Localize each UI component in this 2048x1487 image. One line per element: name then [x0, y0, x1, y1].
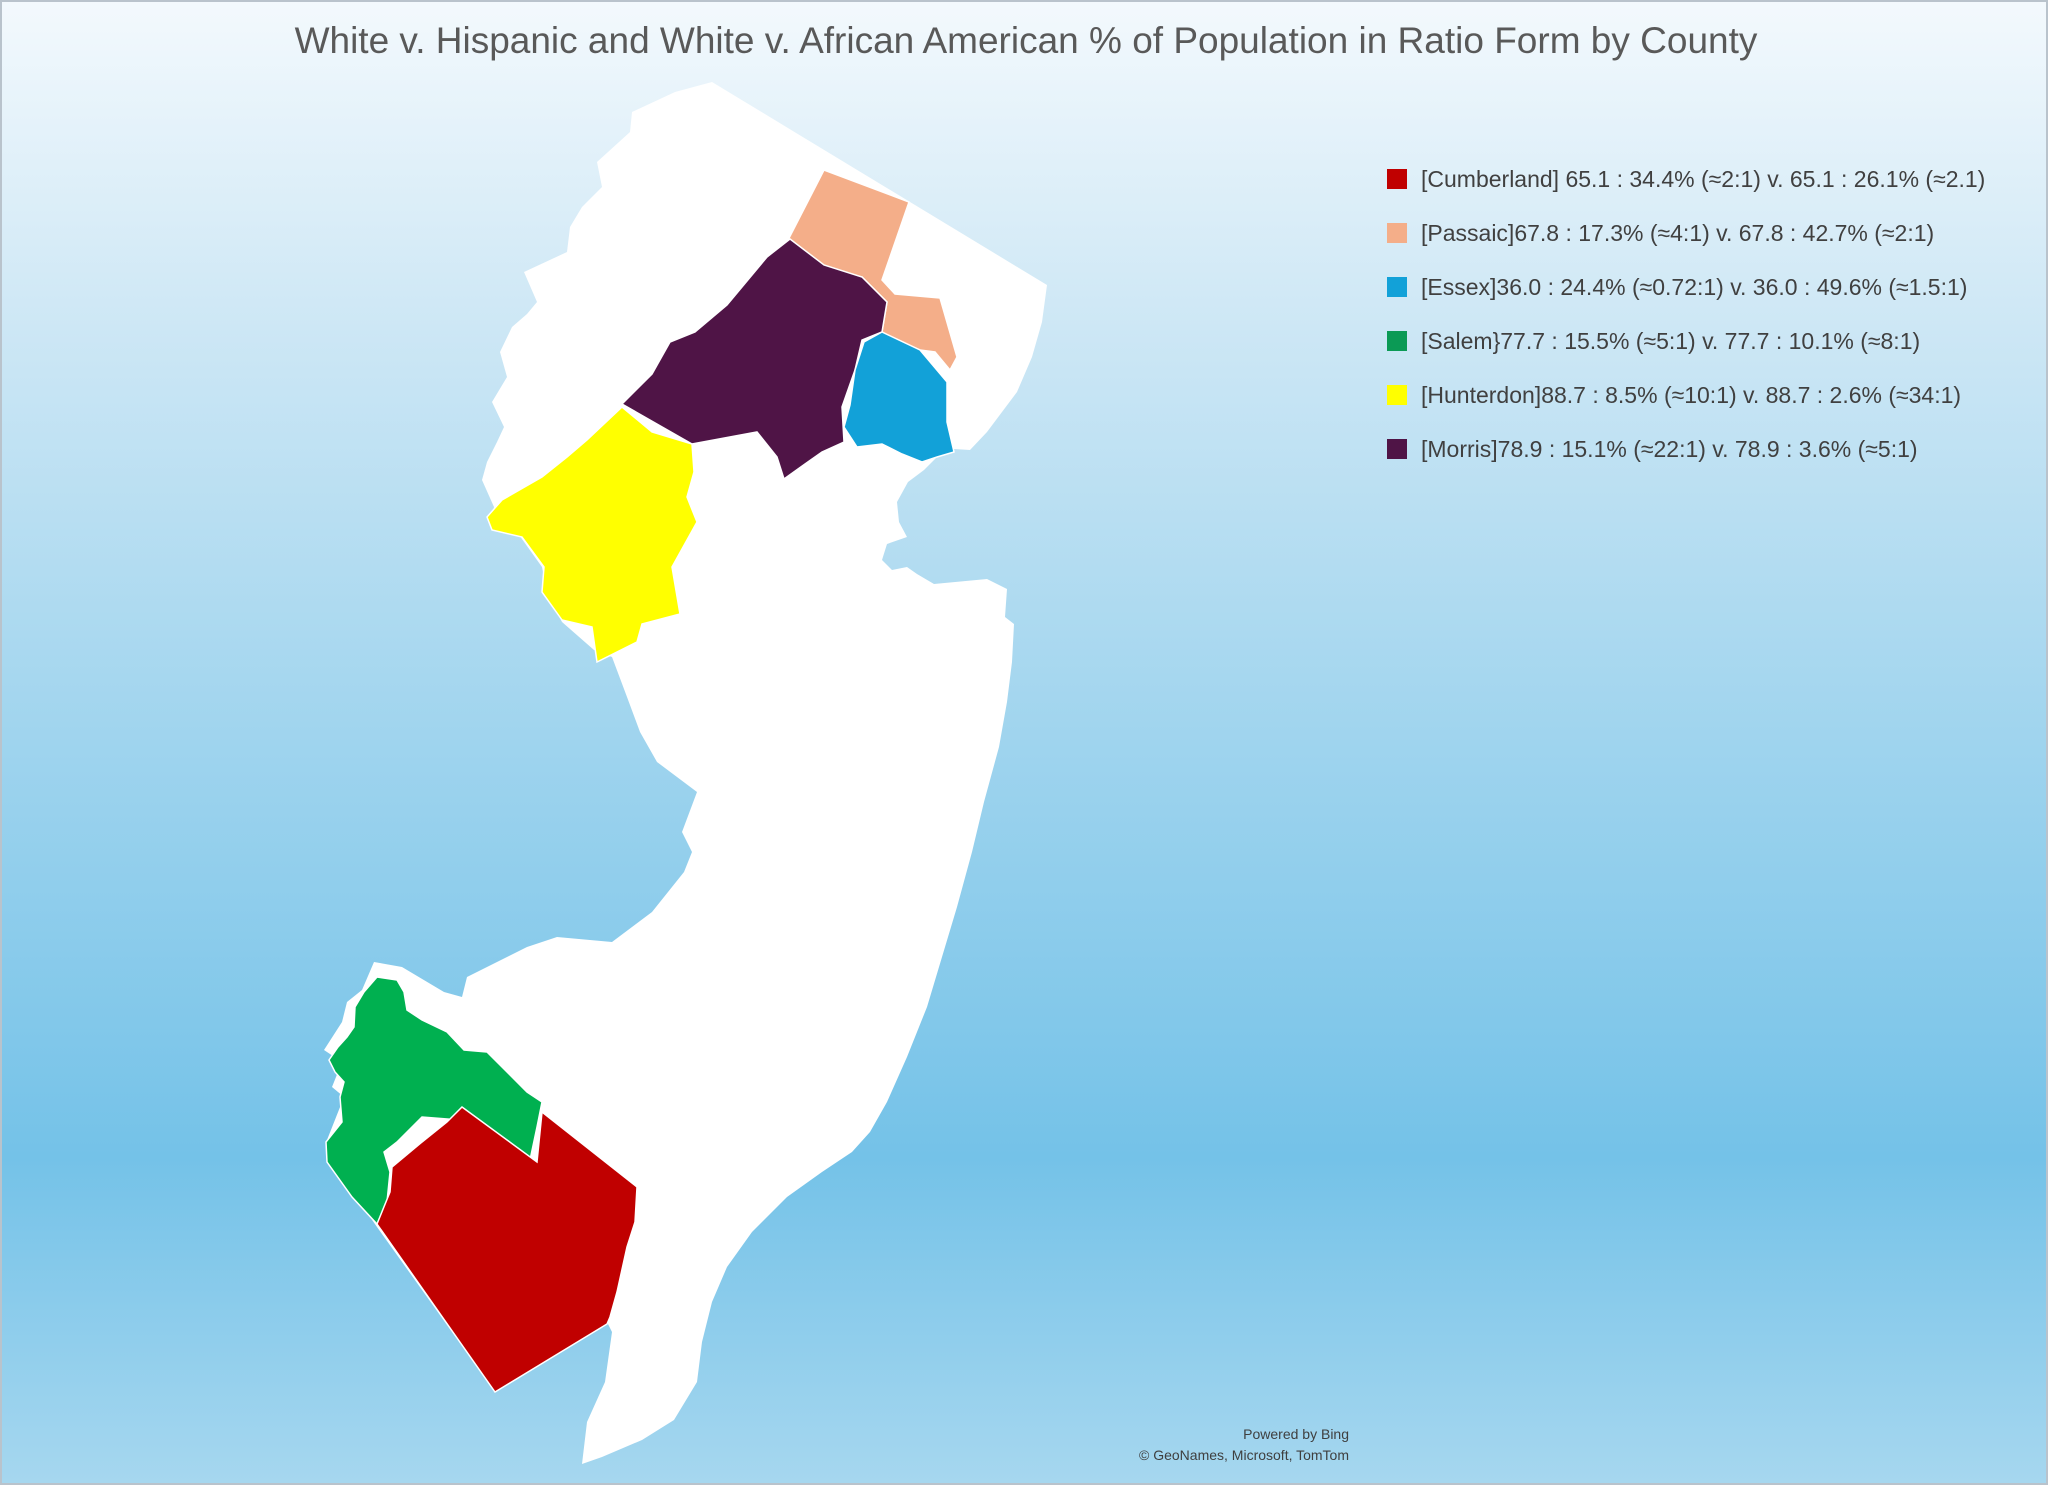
map-attribution: Powered by Bing © GeoNames, Microsoft, T… — [1002, 1424, 1349, 1466]
legend-swatch — [1387, 385, 1407, 405]
legend-item: [Cumberland] 65.1 : 34.4% (≈2:1) v. 65.1… — [1387, 152, 1985, 206]
legend-item: [Passaic]67.8 : 17.3% (≈4:1) v. 67.8 : 4… — [1387, 206, 1985, 260]
legend-label: [Salem}77.7 : 15.5% (≈5:1) v. 77.7 : 10.… — [1421, 327, 1921, 354]
legend-item: [Morris]78.9 : 15.1% (≈22:1) v. 78.9 : 3… — [1387, 422, 1985, 476]
legend-label: [Essex]36.0 : 24.4% (≈0.72:1) v. 36.0 : … — [1421, 273, 1968, 300]
chart-title: White v. Hispanic and White v. African A… — [294, 20, 1758, 61]
legend-swatch — [1387, 169, 1407, 189]
county-morris[interactable] — [620, 238, 888, 481]
legend-swatch — [1387, 277, 1407, 297]
legend-label: [Hunterdon]88.7 : 8.5% (≈10:1) v. 88.7 :… — [1421, 381, 1962, 408]
legend-item: [Hunterdon]88.7 : 8.5% (≈10:1) v. 88.7 :… — [1387, 368, 1985, 422]
county-hunterdon[interactable] — [486, 405, 698, 664]
legend-label: [Morris]78.9 : 15.1% (≈22:1) v. 78.9 : 3… — [1421, 435, 1918, 462]
map-copyright: © GeoNames, Microsoft, TomTom — [1139, 1447, 1349, 1463]
legend-label: [Cumberland] 65.1 : 34.4% (≈2:1) v. 65.1… — [1421, 165, 1986, 192]
county-cumberland[interactable] — [376, 1106, 638, 1394]
county-salem[interactable] — [325, 976, 543, 1226]
legend-swatch — [1387, 223, 1407, 243]
county-essex[interactable] — [843, 331, 955, 463]
legend-label: [Passaic]67.8 : 17.3% (≈4:1) v. 67.8 : 4… — [1421, 219, 1935, 246]
legend: [Cumberland] 65.1 : 34.4% (≈2:1) v. 65.1… — [1387, 152, 1985, 476]
legend-swatch — [1387, 331, 1407, 351]
legend-item: [Essex]36.0 : 24.4% (≈0.72:1) v. 36.0 : … — [1387, 260, 1985, 314]
powered-by-bing: Powered by Bing — [1243, 1426, 1349, 1442]
legend-item: [Salem}77.7 : 15.5% (≈5:1) v. 77.7 : 10.… — [1387, 314, 1985, 368]
legend-swatch — [1387, 439, 1407, 459]
